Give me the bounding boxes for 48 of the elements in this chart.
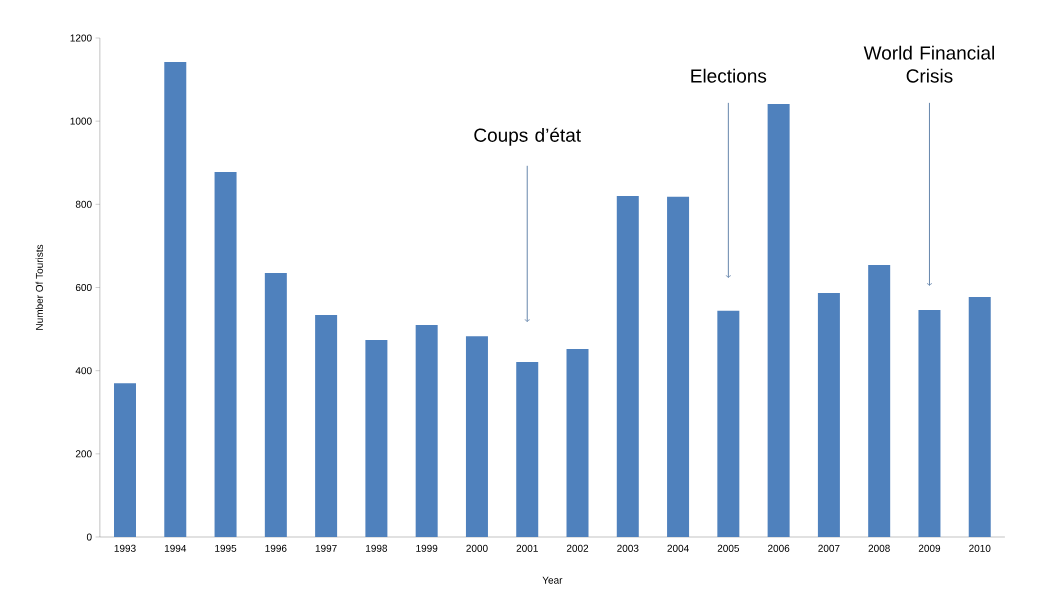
- y-tick-label: 1200: [70, 34, 92, 42]
- bar: [415, 324, 438, 537]
- x-tick-label: 2007: [818, 544, 840, 552]
- x-tick-label: 2004: [667, 544, 689, 552]
- bar: [616, 196, 639, 537]
- x-tick-label: 1993: [114, 544, 136, 552]
- y-tick-label: 200: [75, 450, 92, 458]
- x-tick-label: 2005: [717, 544, 740, 552]
- x-tick-label: 1996: [265, 544, 287, 552]
- annotation: Elections: [691, 68, 767, 83]
- y-tick-label: 800: [75, 200, 92, 208]
- bar: [365, 339, 388, 537]
- bar: [667, 196, 690, 537]
- x-tick-label: 1995: [215, 544, 237, 552]
- x-tick-label: 2008: [868, 544, 890, 552]
- bar: [516, 361, 539, 537]
- bar: [264, 272, 287, 537]
- y-tick-label: 400: [75, 367, 92, 375]
- bar: [214, 171, 237, 537]
- x-axis-title: Year: [542, 576, 563, 584]
- x-tick-label: 2002: [566, 544, 589, 552]
- bar: [918, 309, 941, 537]
- y-axis-title: Number Of Tourists: [35, 244, 43, 330]
- x-tick-label: 2006: [768, 544, 790, 552]
- x-tick-label: 1999: [416, 544, 438, 552]
- bar: [114, 383, 136, 537]
- bar: [767, 104, 790, 537]
- x-tick-label: 1994: [164, 544, 187, 552]
- x-tick-label: 2003: [617, 544, 639, 552]
- annotation: Coups d’état: [474, 127, 581, 146]
- bar: [164, 62, 187, 537]
- x-tick-label: 1998: [366, 544, 388, 552]
- annotation: World Financial Crisis: [863, 45, 994, 83]
- y-tick-label: 0: [86, 533, 92, 541]
- bar: [315, 314, 338, 537]
- y-tick-label: 1000: [70, 117, 92, 125]
- bar: [717, 310, 740, 537]
- x-tick-label: 2000: [466, 544, 488, 552]
- y-tick-label: 600: [75, 283, 92, 292]
- x-tick-label: 2010: [969, 544, 991, 552]
- x-tick-label: 2001: [516, 544, 538, 552]
- x-tick-label: 2009: [918, 544, 941, 552]
- bar: [566, 349, 589, 537]
- x-tick-label: 1997: [315, 544, 337, 552]
- bar: [868, 265, 891, 537]
- bar: [465, 336, 488, 537]
- bar: [817, 292, 840, 537]
- bar: [968, 297, 991, 537]
